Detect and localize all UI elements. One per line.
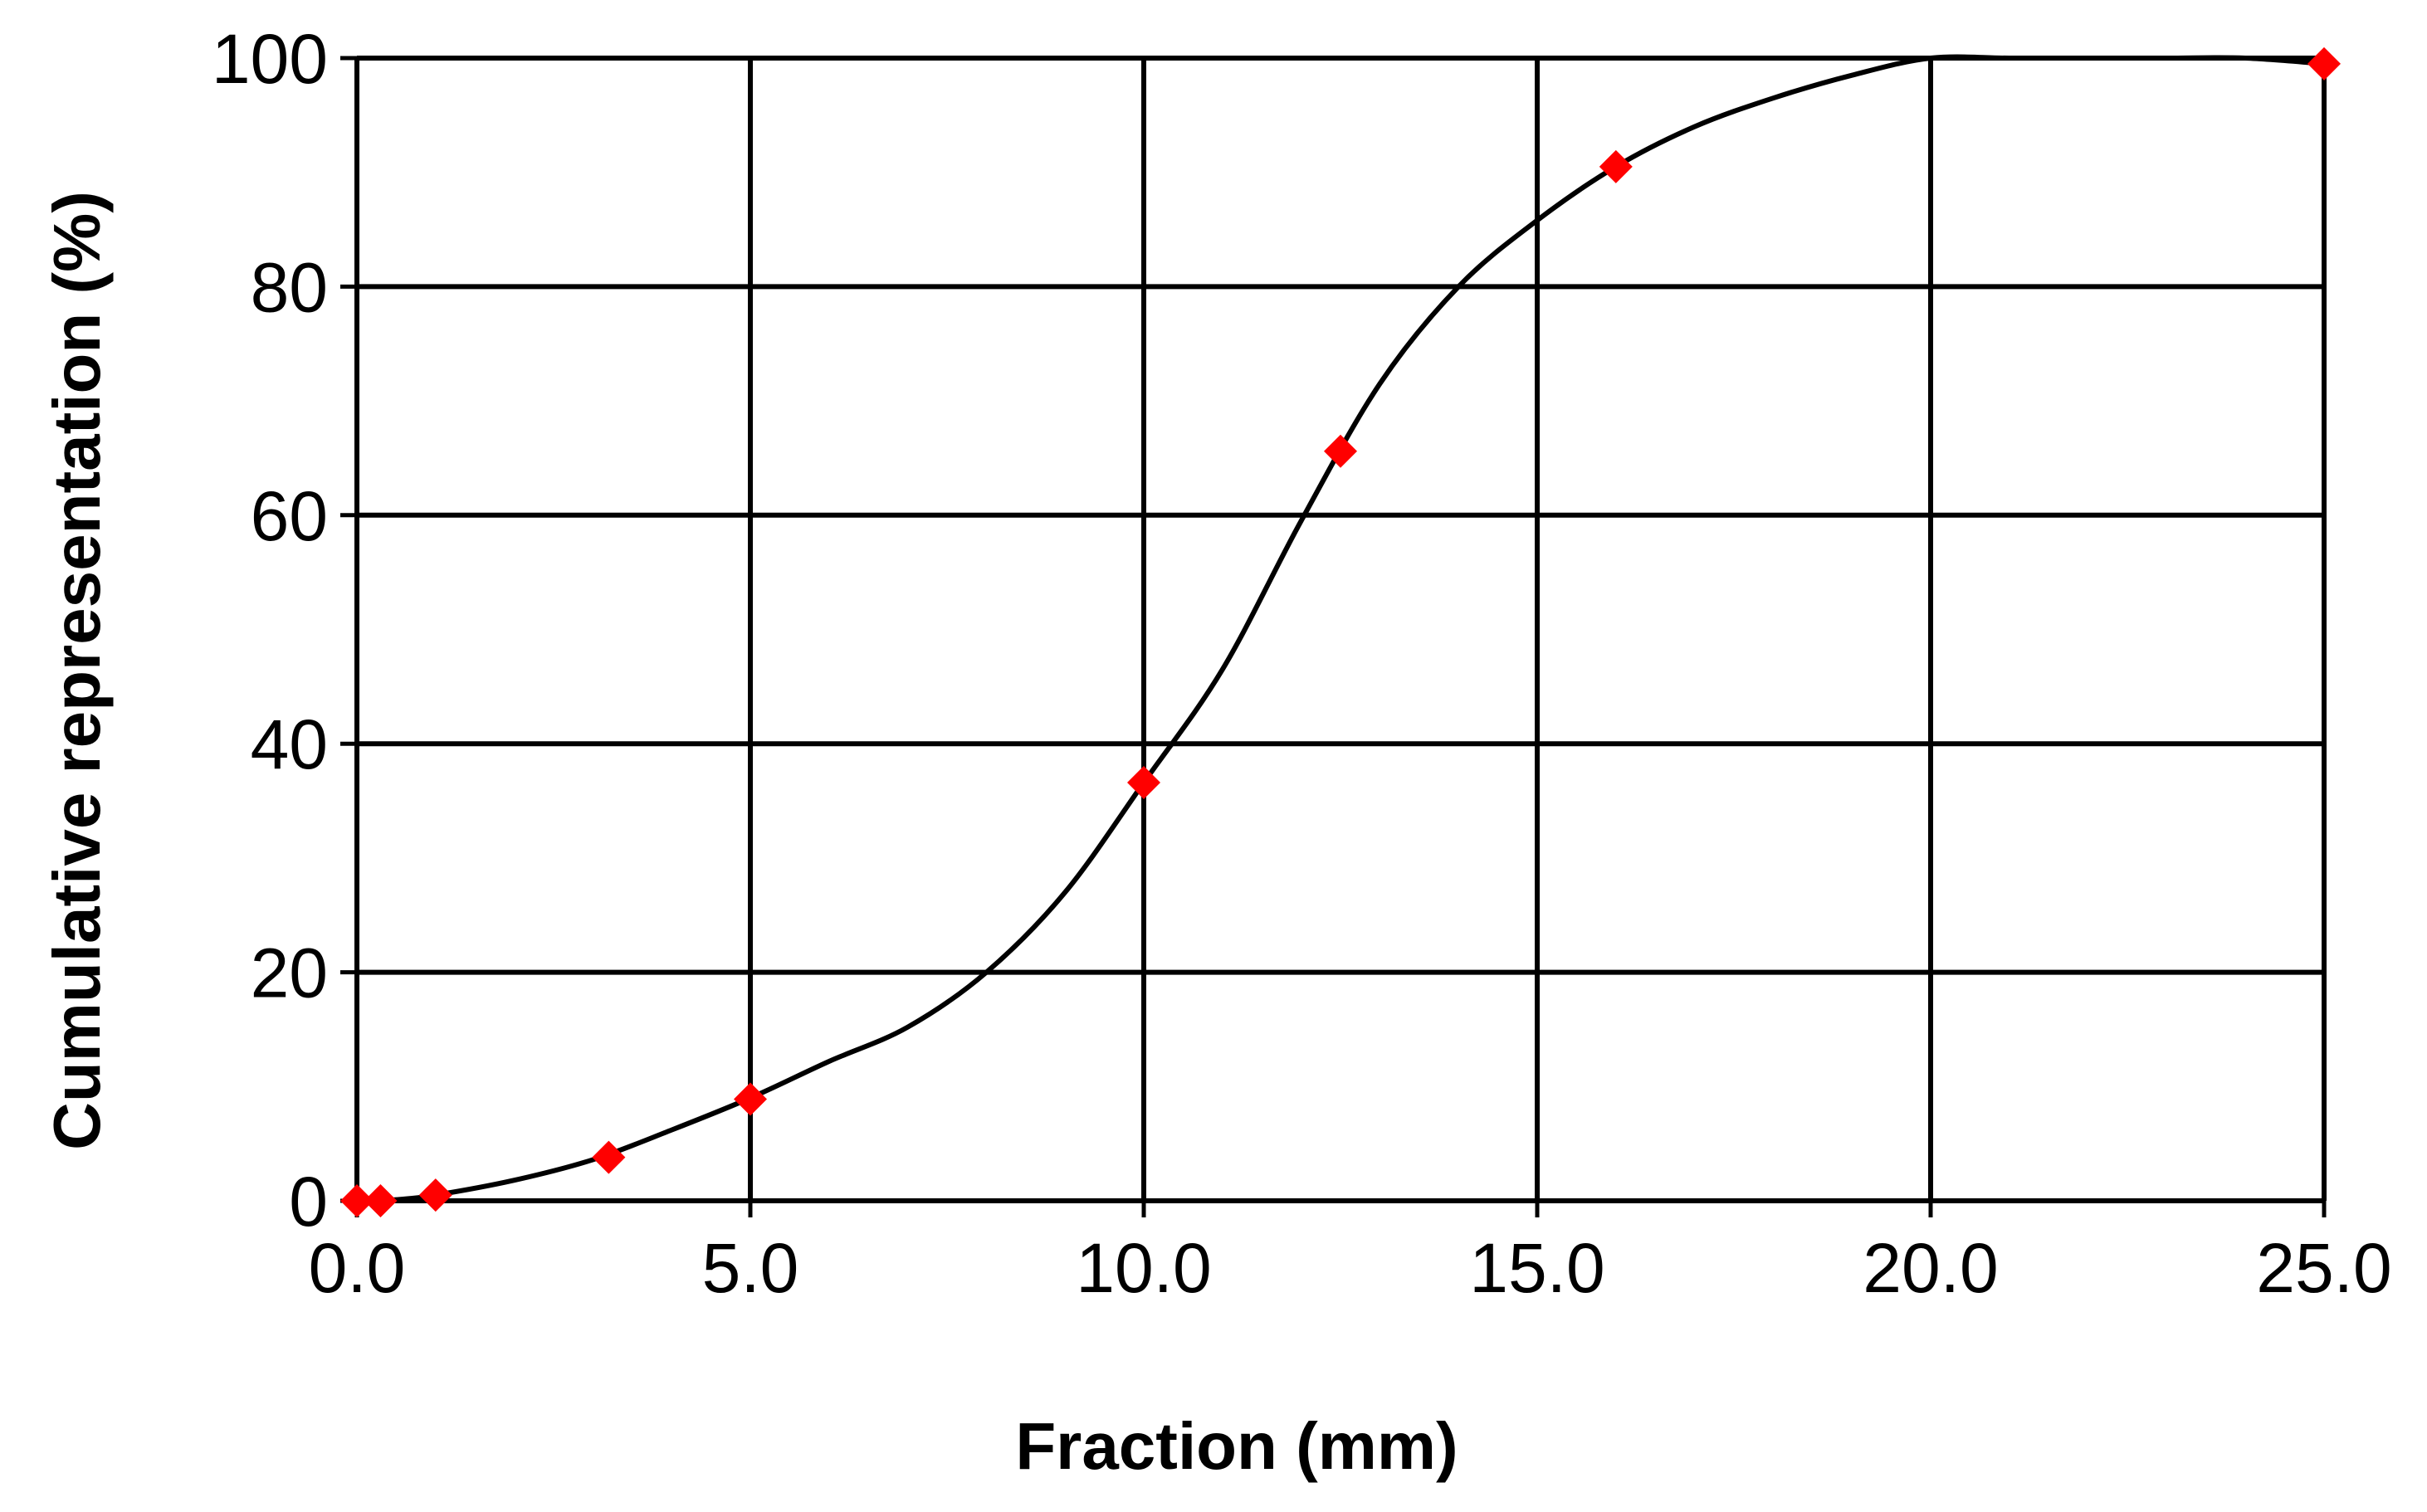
data-point-5: [1127, 766, 1160, 800]
data-point-0: [340, 1184, 374, 1217]
x-tick-labels: 0.0 5.0 10.0 15.0 20.0 25.0: [309, 1229, 2392, 1307]
x-axis-title: Fraction (mm): [1015, 1409, 1458, 1483]
data-point-7: [1599, 149, 1633, 183]
curve-layer: [354, 54, 2327, 1203]
data-point-6: [1324, 434, 1357, 468]
y-tick-label-2: 40: [251, 705, 328, 783]
fit-curve: [354, 54, 2327, 1203]
data-point-8: [2307, 46, 2341, 80]
x-tick-label-1: 5.0: [702, 1229, 799, 1307]
y-tick-labels: 0 20 40 60 80 100: [212, 20, 328, 1241]
y-tick-label-3: 60: [251, 477, 328, 555]
x-tick-label-3: 15.0: [1469, 1229, 1605, 1307]
x-tick-label-2: 10.0: [1076, 1229, 1212, 1307]
data-point-2: [418, 1178, 452, 1212]
x-tick-label-5: 25.0: [2256, 1229, 2392, 1307]
y-tick-label-5: 100: [212, 20, 328, 98]
data-point-4: [734, 1082, 767, 1116]
data-point-1: [364, 1184, 398, 1217]
y-tick-label-0: 0: [289, 1163, 328, 1241]
y-tick-label-4: 80: [251, 248, 328, 326]
marker-layer: [340, 46, 2341, 1217]
x-tick-label-4: 20.0: [1863, 1229, 1999, 1307]
data-point-3: [592, 1140, 626, 1174]
grid-layer: [340, 56, 2327, 1217]
y-tick-label-1: 20: [251, 934, 328, 1012]
x-tick-label-0: 0.0: [309, 1229, 406, 1307]
y-axis-title: Cumulative representation (%): [40, 191, 114, 1150]
